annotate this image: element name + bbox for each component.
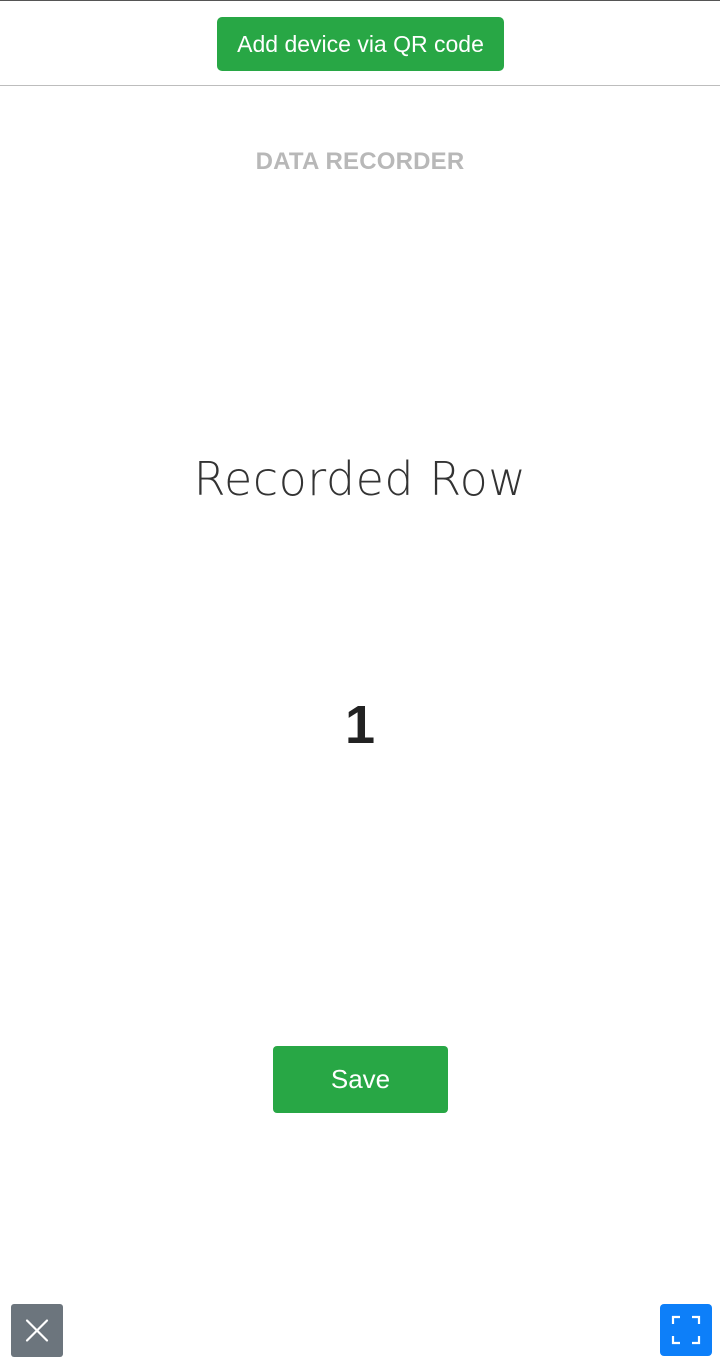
save-button[interactable]: Save (273, 1046, 448, 1113)
top-divider (0, 0, 720, 1)
close-button[interactable] (11, 1304, 63, 1357)
add-device-qr-button[interactable]: Add device via QR code (217, 17, 504, 71)
fullscreen-button[interactable] (660, 1304, 712, 1356)
close-icon (25, 1319, 49, 1342)
recorded-row-label: Recorded Row (193, 452, 527, 506)
recorded-row-value: 1 (344, 695, 376, 755)
fullscreen-icon (671, 1315, 701, 1345)
page-title: DATA RECORDER (255, 148, 465, 175)
header-bar: Add device via QR code (0, 1, 720, 86)
